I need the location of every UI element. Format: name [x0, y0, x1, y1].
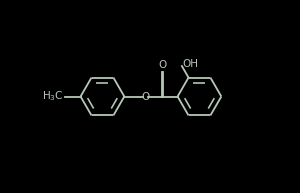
Text: O: O — [158, 60, 166, 70]
Text: H$_3$C: H$_3$C — [42, 90, 64, 103]
Text: O: O — [141, 91, 149, 102]
Text: OH: OH — [183, 59, 199, 69]
